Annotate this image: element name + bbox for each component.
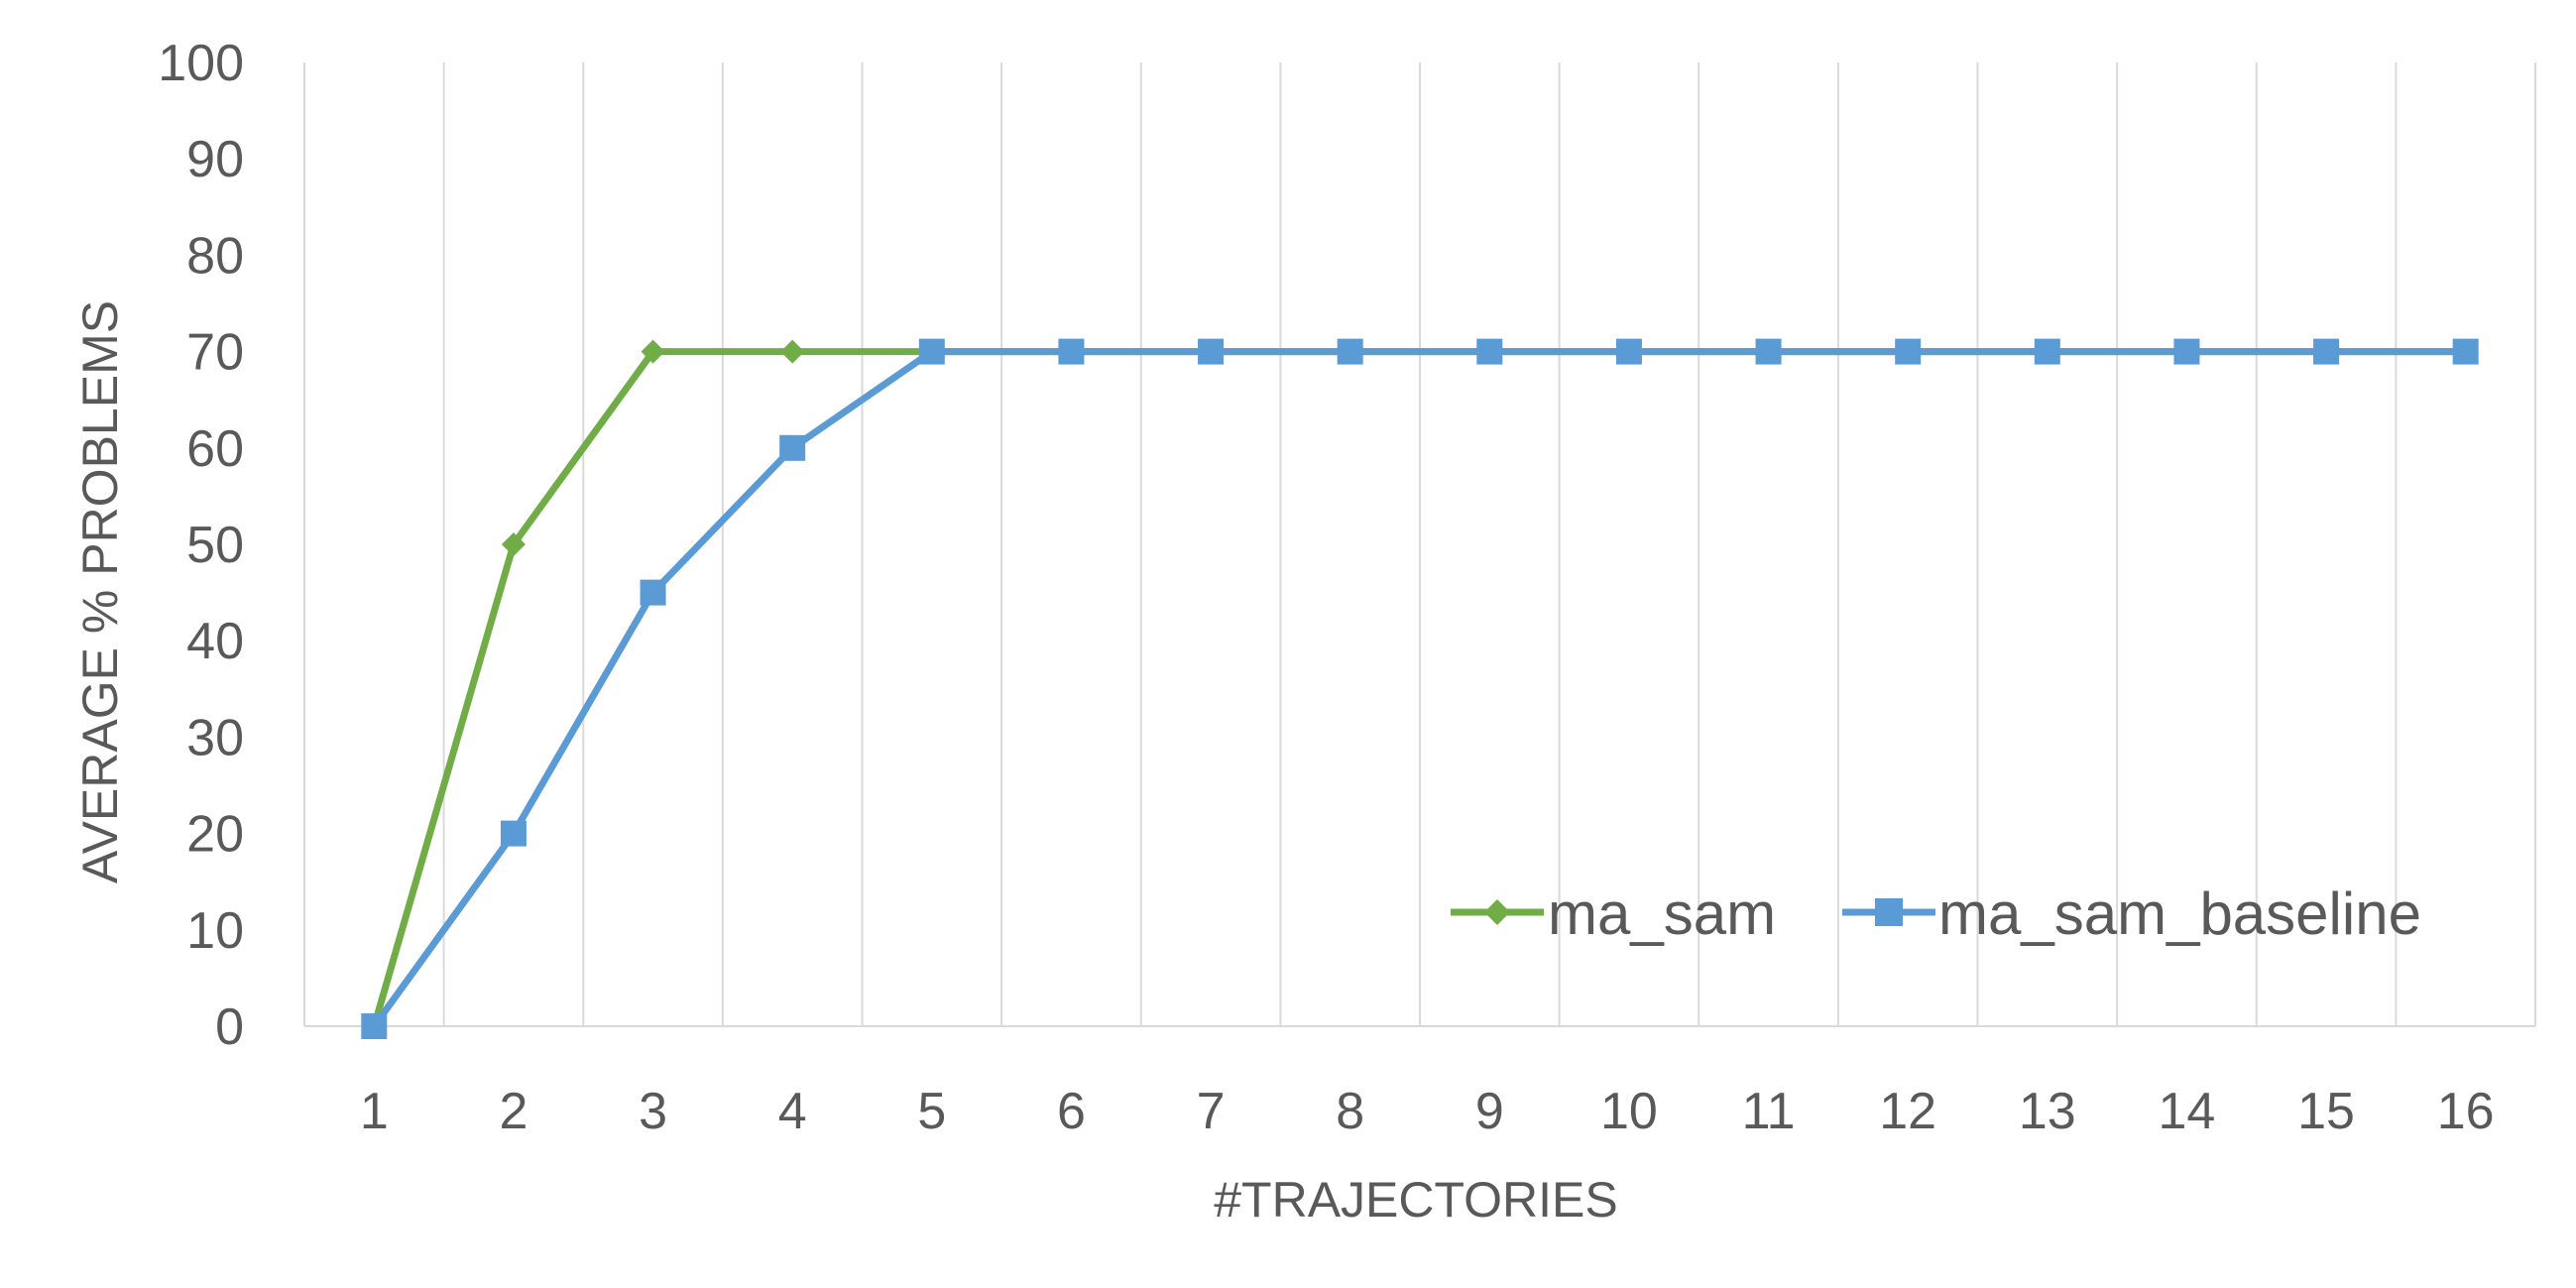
x-tick-label: 9 [1475,1083,1504,1140]
data-point-ma-sam [780,339,805,364]
y-tick-label: 40 [186,613,244,670]
x-tick-label: 15 [2297,1083,2355,1140]
data-point-ma-sam-baseline [1615,338,1642,365]
data-point-ma-sam-baseline [1337,338,1363,365]
x-tick-label: 10 [1600,1083,1658,1140]
y-tick-label: 50 [186,517,244,574]
y-tick-label: 60 [186,420,244,478]
legend-item-ma-sam: ma_sam [1451,880,1776,947]
x-tick-label: 7 [1197,1083,1226,1140]
x-tick-labels: 1 2 3 4 5 6 7 8 9 10 11 12 13 14 15 16 [360,1083,2495,1140]
x-axis-title: #TRAJECTORIES [1214,1172,1618,1228]
series-ma-sam-baseline [361,338,2479,1039]
y-tick-label: 10 [186,902,244,960]
data-point-ma-sam [501,532,526,556]
data-point-ma-sam-baseline [2034,338,2060,365]
data-point-ma-sam-baseline [2173,338,2200,365]
x-tick-label: 8 [1336,1083,1364,1140]
y-axis-title: AVERAGE % PROBLEMS [72,300,128,883]
x-tick-label: 16 [2437,1083,2495,1140]
data-point-ma-sam-baseline [918,338,945,365]
y-tick-label: 30 [186,709,244,766]
x-tick-label: 5 [917,1083,946,1140]
legend-label-ma-sam: ma_sam [1548,880,1776,947]
y-tick-label: 70 [186,324,244,382]
data-point-ma-sam-baseline [779,434,806,461]
x-tick-label: 11 [1742,1083,1796,1140]
data-point-ma-sam-baseline [1198,338,1225,365]
series-line-ma-sam-baseline [371,348,2466,1029]
gridlines [303,62,2536,1026]
data-point-ma-sam-baseline [1895,338,1922,365]
x-tick-label: 3 [639,1083,667,1140]
data-point-ma-sam-baseline [1058,338,1085,365]
x-tick-label: 13 [2019,1083,2076,1140]
x-tick-label: 1 [360,1083,389,1140]
legend-marker-ma-sam [1484,899,1510,925]
y-tick-label: 100 [158,35,244,92]
y-tick-label: 20 [186,806,244,864]
data-point-ma-sam [641,339,665,364]
x-tick-label: 6 [1057,1083,1086,1140]
y-tick-label: 80 [186,227,244,285]
legend-marker-ma-sam-baseline [1875,898,1903,926]
x-tick-label: 12 [1879,1083,1936,1140]
data-point-ma-sam-baseline [2452,338,2479,365]
series [361,338,2479,1039]
data-point-ma-sam-baseline [640,579,666,606]
x-tick-label: 2 [499,1083,527,1140]
x-tick-label: 4 [778,1083,807,1140]
y-tick-label: 0 [215,998,244,1056]
x-tick-label: 14 [2159,1083,2216,1140]
legend: ma_sam ma_sam_baseline [1451,880,2421,947]
y-tick-label: 90 [186,131,244,188]
data-point-ma-sam-baseline [1755,338,1782,365]
data-point-ma-sam-baseline [1476,338,1503,365]
data-point-ma-sam-baseline [500,820,527,847]
legend-label-ma-sam-baseline: ma_sam_baseline [1938,880,2421,947]
data-point-ma-sam-baseline [2313,338,2340,365]
data-point-ma-sam-baseline [361,1013,388,1039]
y-tick-labels: 0 10 20 30 40 50 60 70 80 90 100 [158,35,244,1056]
legend-item-ma-sam-baseline: ma_sam_baseline [1842,880,2421,947]
